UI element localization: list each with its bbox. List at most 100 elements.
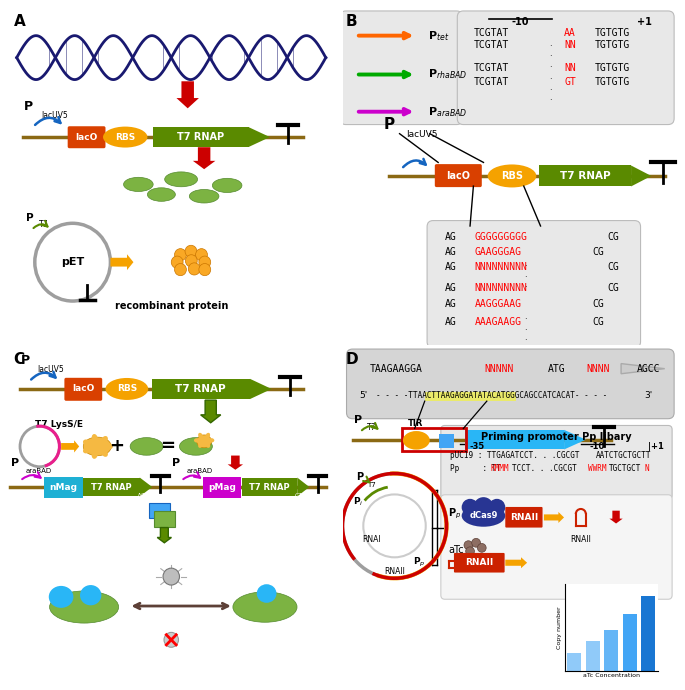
- Text: NNNNNNNNN: NNNNNNNNN: [475, 282, 527, 293]
- Circle shape: [186, 255, 197, 267]
- Text: NNNN: NNNN: [586, 364, 610, 374]
- Text: CG: CG: [608, 232, 619, 241]
- Text: CG: CG: [593, 317, 604, 327]
- Ellipse shape: [212, 178, 242, 193]
- Polygon shape: [631, 166, 651, 186]
- Circle shape: [188, 263, 200, 275]
- Circle shape: [175, 248, 186, 261]
- Text: -10: -10: [590, 442, 606, 451]
- Ellipse shape: [84, 437, 111, 455]
- Text: -10: -10: [512, 17, 529, 27]
- FancyArrow shape: [193, 147, 215, 169]
- Ellipse shape: [206, 433, 210, 439]
- Text: aTc: aTc: [448, 544, 464, 555]
- FancyBboxPatch shape: [487, 392, 516, 401]
- FancyBboxPatch shape: [149, 502, 170, 518]
- Text: $\mathbf{P}_p$: $\mathbf{P}_p$: [448, 507, 462, 521]
- Text: AGCC: AGCC: [637, 364, 661, 374]
- Text: pET: pET: [61, 257, 84, 267]
- Text: RNAII: RNAII: [510, 513, 538, 522]
- FancyBboxPatch shape: [203, 477, 241, 497]
- FancyArrow shape: [227, 455, 243, 470]
- Text: RNAII: RNAII: [384, 567, 405, 576]
- Circle shape: [477, 544, 486, 552]
- FancyBboxPatch shape: [83, 477, 140, 497]
- Circle shape: [164, 632, 179, 647]
- Text: |+1: |+1: [649, 442, 664, 451]
- Text: araBAD: araBAD: [187, 469, 213, 475]
- Text: T7: T7: [367, 423, 377, 432]
- Text: CT: CT: [295, 493, 303, 498]
- FancyBboxPatch shape: [458, 11, 674, 125]
- Ellipse shape: [403, 431, 429, 450]
- Ellipse shape: [92, 451, 98, 459]
- Ellipse shape: [83, 447, 91, 453]
- Text: T7 RNAP: T7 RNAP: [249, 482, 290, 491]
- FancyArrow shape: [544, 512, 564, 523]
- Ellipse shape: [198, 433, 203, 439]
- Text: T7 LysS/E: T7 LysS/E: [35, 420, 83, 429]
- Text: Pp     : TT: Pp : TT: [450, 464, 501, 473]
- Text: TGTGTG: TGTGTG: [594, 41, 630, 50]
- Text: TCGTAT: TCGTAT: [473, 63, 509, 73]
- Circle shape: [90, 439, 105, 454]
- FancyBboxPatch shape: [44, 477, 83, 497]
- Text: TGTGTG: TGTGTG: [594, 77, 630, 87]
- Text: pUC19 : TTGAGATCCT. . .CGCGT: pUC19 : TTGAGATCCT. . .CGCGT: [450, 451, 580, 460]
- Bar: [623, 614, 637, 671]
- Text: RNAII: RNAII: [465, 558, 494, 567]
- Polygon shape: [249, 127, 270, 147]
- Ellipse shape: [208, 438, 214, 442]
- Circle shape: [488, 499, 506, 515]
- Text: KMMM: KMMM: [491, 464, 510, 473]
- Ellipse shape: [147, 188, 175, 201]
- Polygon shape: [564, 430, 586, 449]
- Bar: [586, 641, 600, 671]
- FancyArrow shape: [177, 81, 199, 108]
- Text: T7 RNAP: T7 RNAP: [91, 482, 132, 491]
- Text: -35: -35: [469, 442, 484, 451]
- Text: AG: AG: [445, 299, 457, 309]
- FancyBboxPatch shape: [439, 434, 454, 448]
- Text: lacUV5: lacUV5: [37, 365, 64, 374]
- Text: AAGGGAAG: AAGGGAAG: [475, 299, 521, 309]
- FancyBboxPatch shape: [154, 511, 175, 526]
- Bar: [567, 653, 582, 671]
- FancyBboxPatch shape: [151, 379, 250, 399]
- Ellipse shape: [80, 585, 101, 605]
- Text: N: N: [645, 464, 649, 473]
- X-axis label: aTc Concentration: aTc Concentration: [583, 673, 640, 678]
- Text: 5': 5': [359, 391, 368, 400]
- Ellipse shape: [197, 435, 212, 448]
- Circle shape: [175, 264, 186, 276]
- Text: $\mathbf{P}$: $\mathbf{P}$: [383, 116, 395, 132]
- Ellipse shape: [92, 434, 98, 442]
- Circle shape: [171, 256, 183, 268]
- Text: lacO: lacO: [447, 171, 471, 181]
- Text: A: A: [14, 14, 25, 29]
- Text: WWRM: WWRM: [588, 464, 606, 473]
- Text: TCGTAT: TCGTAT: [473, 77, 509, 87]
- FancyBboxPatch shape: [340, 11, 462, 125]
- Text: dCas9: dCas9: [469, 511, 498, 520]
- Text: $\mathbf{P}$: $\mathbf{P}$: [23, 101, 34, 113]
- FancyBboxPatch shape: [441, 426, 672, 500]
- Polygon shape: [297, 477, 310, 497]
- FancyBboxPatch shape: [347, 349, 674, 419]
- Ellipse shape: [233, 592, 297, 622]
- Ellipse shape: [103, 126, 147, 148]
- FancyBboxPatch shape: [465, 430, 564, 449]
- Text: $\mathbf{P}_{rhaBAD}$: $\mathbf{P}_{rhaBAD}$: [428, 68, 468, 81]
- Ellipse shape: [105, 378, 148, 400]
- Text: - - - -TTAACTTAAGAGGATATACATGGGCAGCCATCACAT- - - -: - - - -TTAACTTAAGAGGATATACATGGGCAGCCATCA…: [376, 391, 608, 400]
- Text: AG: AG: [445, 247, 457, 257]
- FancyBboxPatch shape: [242, 477, 297, 497]
- Text: =: =: [160, 437, 175, 455]
- Text: AG: AG: [445, 262, 457, 273]
- Text: NN: NN: [564, 63, 576, 73]
- Text: ·
·
·: · · ·: [524, 315, 527, 346]
- Text: pMag: pMag: [208, 483, 236, 492]
- Text: $\mathbf{P}_{i}$: $\mathbf{P}_{i}$: [353, 496, 364, 509]
- FancyBboxPatch shape: [441, 495, 672, 599]
- Text: AAAGAAGG: AAAGAAGG: [475, 317, 521, 327]
